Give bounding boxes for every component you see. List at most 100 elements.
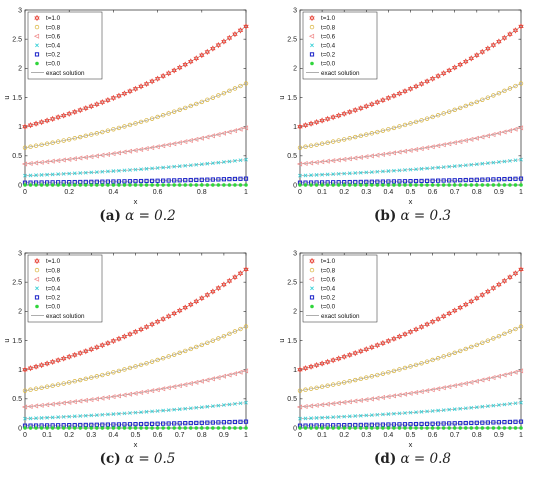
data-point	[199, 177, 204, 182]
data-point	[183, 183, 188, 187]
data-point	[380, 128, 386, 133]
data-point	[117, 411, 121, 416]
data-point	[501, 34, 508, 42]
data-point	[27, 160, 33, 166]
data-point	[353, 183, 358, 187]
data-point	[61, 414, 66, 419]
legend-marker	[33, 276, 40, 282]
data-point	[160, 143, 166, 149]
data-point	[347, 183, 352, 187]
data-point	[161, 426, 165, 430]
data-point	[335, 112, 342, 119]
data-point	[32, 403, 39, 409]
data-point	[110, 151, 116, 157]
data-point	[23, 426, 27, 430]
data-point	[452, 426, 457, 430]
data-point	[507, 31, 513, 38]
data-point	[160, 315, 166, 323]
data-point	[303, 387, 308, 392]
data-point	[154, 144, 160, 150]
data-point	[198, 135, 204, 141]
caption: (b) α = 0.3	[275, 208, 550, 224]
data-point	[403, 426, 407, 430]
data-point	[419, 183, 424, 187]
data-point	[297, 388, 303, 393]
data-point	[336, 138, 341, 143]
data-point	[227, 183, 232, 187]
data-point	[519, 183, 523, 187]
y-tick-label: 1.5	[12, 338, 22, 345]
data-point	[391, 125, 397, 131]
legend-marker	[310, 286, 314, 291]
data-point	[364, 183, 369, 187]
x-tick-label: 0.2	[64, 432, 74, 439]
data-point	[188, 58, 194, 65]
data-point	[67, 380, 72, 385]
data-point	[496, 38, 502, 45]
data-point	[314, 416, 319, 420]
y-tick-label: 2.5	[12, 36, 22, 43]
data-point	[518, 266, 524, 273]
data-point	[221, 420, 227, 425]
data-point	[336, 183, 341, 187]
data-point	[358, 170, 363, 175]
data-point	[187, 137, 193, 144]
data-point	[210, 95, 216, 100]
data-point	[220, 130, 226, 136]
data-point	[205, 420, 210, 425]
data-point	[128, 168, 132, 172]
legend-label: t=0.8	[46, 267, 61, 274]
data-point	[183, 163, 188, 168]
data-point	[149, 78, 155, 85]
data-point	[138, 83, 144, 90]
data-point	[458, 426, 463, 430]
data-point	[194, 177, 199, 183]
data-point	[375, 129, 380, 135]
x-tick-label: 0.2	[64, 189, 74, 196]
data-point	[513, 176, 518, 181]
data-point	[419, 426, 424, 430]
data-point	[89, 132, 94, 137]
legend-label: exact solution	[46, 313, 85, 320]
data-point	[110, 394, 116, 400]
data-point	[302, 160, 308, 166]
data-point	[324, 358, 331, 366]
data-point	[122, 124, 127, 129]
data-point	[352, 398, 358, 404]
data-point	[172, 178, 177, 183]
legend-label: t=0.6	[46, 276, 61, 283]
data-point	[127, 365, 133, 371]
data-point	[127, 422, 133, 427]
data-point	[133, 121, 138, 126]
data-point	[446, 141, 452, 147]
data-point	[216, 420, 221, 425]
data-point	[89, 375, 94, 380]
x-tick-label: 0.6	[428, 189, 438, 196]
data-point	[27, 403, 33, 409]
data-point	[502, 419, 507, 425]
y-tick-label: 1	[18, 367, 22, 374]
data-point	[243, 81, 249, 86]
legend: t=1.0 t=0.8 t=0.6 t=0.4 t=0.2 t=0.0 exact solu…	[27, 254, 103, 323]
data-point	[502, 402, 507, 407]
data-point	[221, 177, 227, 182]
data-point	[60, 112, 67, 119]
data-point	[347, 171, 352, 176]
data-point	[139, 183, 143, 187]
data-point	[78, 134, 83, 140]
x-axis-label: x	[134, 440, 138, 449]
legend-label: t=1.0	[46, 15, 61, 22]
data-point	[99, 99, 106, 106]
x-tick-label: 0.1	[317, 432, 327, 439]
data-point	[199, 52, 205, 59]
data-point	[485, 288, 491, 295]
data-point	[105, 97, 111, 104]
data-point	[379, 151, 385, 157]
data-point	[44, 384, 50, 389]
data-point	[474, 295, 480, 302]
data-point	[314, 173, 319, 177]
y-tick-label: 1	[293, 367, 297, 374]
data-point	[49, 401, 55, 407]
data-point	[238, 83, 243, 89]
data-point	[441, 426, 446, 430]
